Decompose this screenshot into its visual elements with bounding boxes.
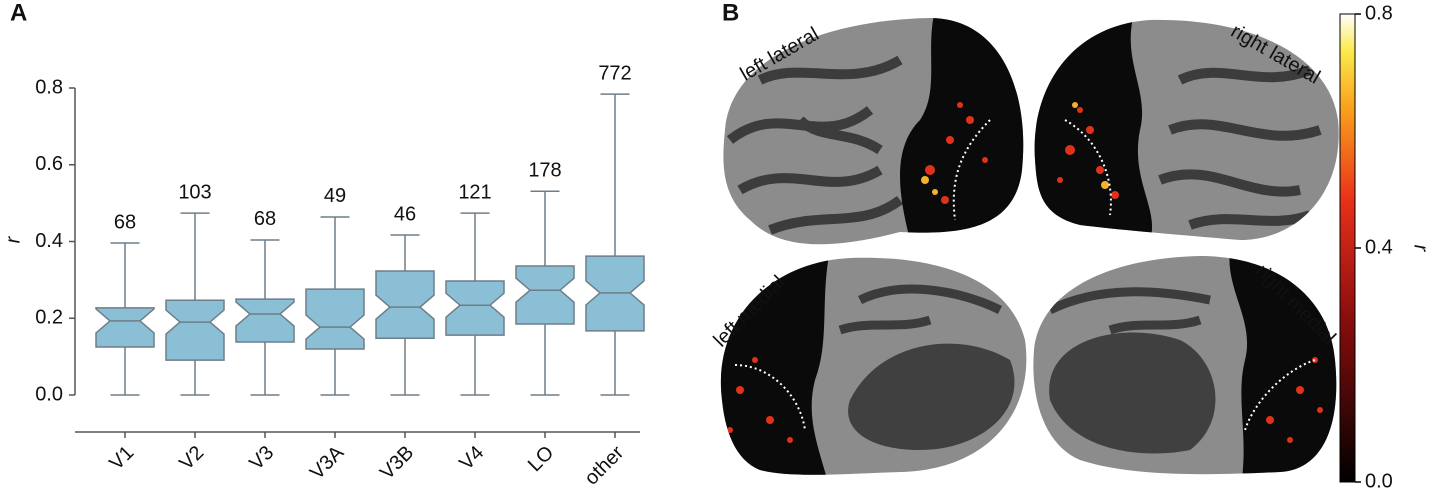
y-tick-label: 0.4 [35, 230, 63, 252]
panel-label: B [722, 0, 739, 26]
count-label: 121 [458, 181, 491, 203]
count-label: 178 [528, 160, 561, 182]
brain-left-medial [720, 257, 1027, 475]
x-tick-label: V3B [376, 442, 418, 484]
colorbar-tick-label: 0.8 [1365, 2, 1393, 24]
panel-b: B [709, 0, 1432, 483]
x-tick-label: LO [524, 442, 558, 476]
colorbar-label: r [1410, 245, 1432, 253]
box [375, 270, 435, 339]
count-label: 103 [178, 181, 211, 203]
x-tick-label: other [580, 441, 628, 489]
box [445, 280, 505, 336]
brain-right-lateral [1034, 19, 1339, 241]
y-tick-label: 0.6 [35, 153, 63, 175]
box [305, 288, 365, 350]
brain-right-medial [1033, 256, 1337, 475]
colorbar-tick-label: 0.4 [1365, 236, 1393, 258]
box [515, 265, 575, 325]
x-tick-label: V1 [105, 442, 138, 475]
count-label: 49 [324, 185, 346, 207]
y-axis-label: r [2, 235, 24, 243]
x-tick-label: V3A [306, 441, 349, 484]
y-tick-label: 0.2 [35, 307, 63, 329]
panel-a: A r [2, 0, 27, 243]
count-label: 772 [598, 62, 631, 84]
count-label: 68 [114, 211, 136, 233]
colorbar [1339, 13, 1356, 483]
brain-left-lateral [723, 18, 1024, 245]
box [165, 299, 225, 361]
count-label: 46 [394, 203, 416, 225]
x-tick-label: V3 [245, 442, 278, 475]
box [235, 298, 295, 343]
x-tick-label: V2 [175, 442, 208, 475]
y-tick-label: 0.0 [35, 383, 63, 405]
y-tick-label: 0.8 [35, 76, 63, 98]
colorbar-tick-label: 0.0 [1365, 470, 1393, 492]
count-label: 68 [254, 208, 276, 230]
x-tick-label: V4 [455, 442, 488, 475]
panel-label: A [10, 0, 27, 26]
box [95, 307, 155, 348]
